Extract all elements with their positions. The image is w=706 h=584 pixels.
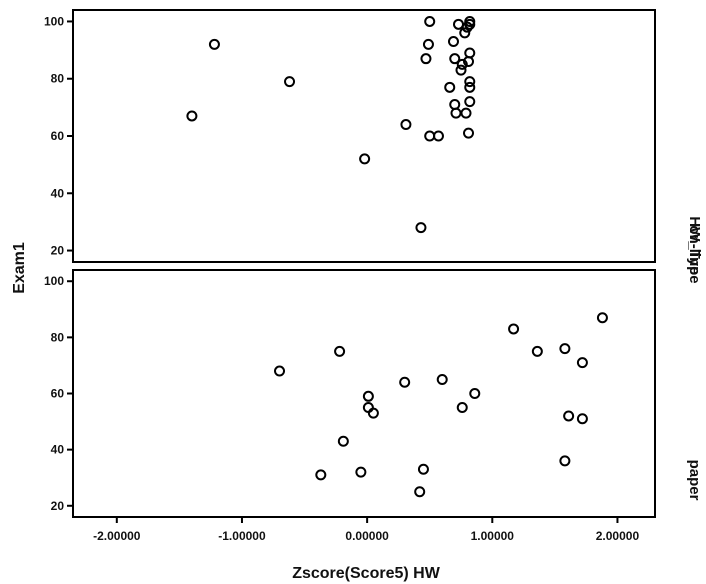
data-point xyxy=(463,127,475,139)
data-point xyxy=(461,21,473,33)
data-point xyxy=(367,407,379,419)
y-tick-label: 60 xyxy=(51,129,65,143)
data-point xyxy=(447,36,459,47)
data-point xyxy=(424,130,436,142)
data-point xyxy=(469,388,481,399)
data-point xyxy=(399,376,411,388)
data-point xyxy=(284,76,296,88)
y-tick-label: 60 xyxy=(51,387,65,401)
data-point xyxy=(576,357,588,369)
facet-title: HW_Type xyxy=(686,216,703,283)
panel-label-on-line: on-line xyxy=(686,225,703,274)
x-tick-label: 1.00000 xyxy=(471,529,515,543)
y-tick-label: 40 xyxy=(51,186,65,200)
data-point xyxy=(460,107,472,119)
data-point xyxy=(417,463,429,475)
data-point xyxy=(452,18,464,30)
x-tick-label: -1.00000 xyxy=(218,529,266,543)
data-point xyxy=(359,153,371,165)
y-tick-label: 100 xyxy=(44,274,64,288)
panel-label-paper: paper xyxy=(686,460,703,501)
y-tick-label: 20 xyxy=(51,499,65,513)
data-point xyxy=(432,130,444,142)
data-point xyxy=(531,345,543,357)
data-point xyxy=(576,413,588,425)
data-point xyxy=(508,323,520,335)
data-point xyxy=(444,81,456,93)
data-point xyxy=(422,38,434,50)
x-axis: -2.00000 -1.00000 0.00000 1.00000 2.00000 xyxy=(93,517,639,543)
data-point xyxy=(464,96,476,108)
data-point xyxy=(559,455,571,467)
data-point xyxy=(355,466,367,478)
data-point xyxy=(464,81,476,93)
panel-on-line: 20 40 60 80 100 on-line xyxy=(44,9,703,275)
data-point xyxy=(459,27,471,39)
data-point xyxy=(334,345,346,357)
data-point xyxy=(362,390,374,402)
panel-paper: 20 40 60 80 100 paper xyxy=(44,269,703,518)
data-point xyxy=(362,402,374,414)
y-tick-label: 80 xyxy=(51,330,65,344)
x-tick-label: 0.00000 xyxy=(345,529,389,543)
panels: 20 40 60 80 100 on-line 20 40 60 80 100 paper xyxy=(44,9,703,518)
data-point xyxy=(464,18,476,30)
y-axis-title: Exam1 xyxy=(11,242,28,294)
data-point xyxy=(450,107,462,119)
x-axis-title: Zscore(Score5) HW xyxy=(292,565,440,582)
data-point xyxy=(208,38,220,50)
data-point xyxy=(274,365,286,377)
x-tick-label: -2.00000 xyxy=(93,529,141,543)
y-tick-label: 20 xyxy=(51,244,65,258)
data-point xyxy=(337,435,349,447)
data-point xyxy=(420,53,432,65)
data-point xyxy=(596,312,608,324)
data-point xyxy=(455,64,467,76)
data-point xyxy=(415,222,427,234)
panel-frame xyxy=(72,9,656,263)
y-tick-label: 40 xyxy=(51,443,65,457)
y-tick-label: 100 xyxy=(44,14,64,28)
data-point xyxy=(563,410,575,422)
data-point xyxy=(559,343,571,355)
data-point xyxy=(464,47,476,59)
data-point xyxy=(449,53,461,65)
data-point xyxy=(315,469,327,481)
data-point xyxy=(449,99,461,110)
x-tick-label: 2.00000 xyxy=(596,529,640,543)
data-point xyxy=(186,110,198,122)
data-point xyxy=(414,486,426,498)
data-point xyxy=(400,119,412,131)
data-point xyxy=(456,402,468,414)
data-point xyxy=(456,58,468,70)
data-point xyxy=(436,373,448,385)
data-point xyxy=(464,76,476,88)
y-tick-label: 80 xyxy=(51,72,65,86)
data-point xyxy=(424,15,436,27)
